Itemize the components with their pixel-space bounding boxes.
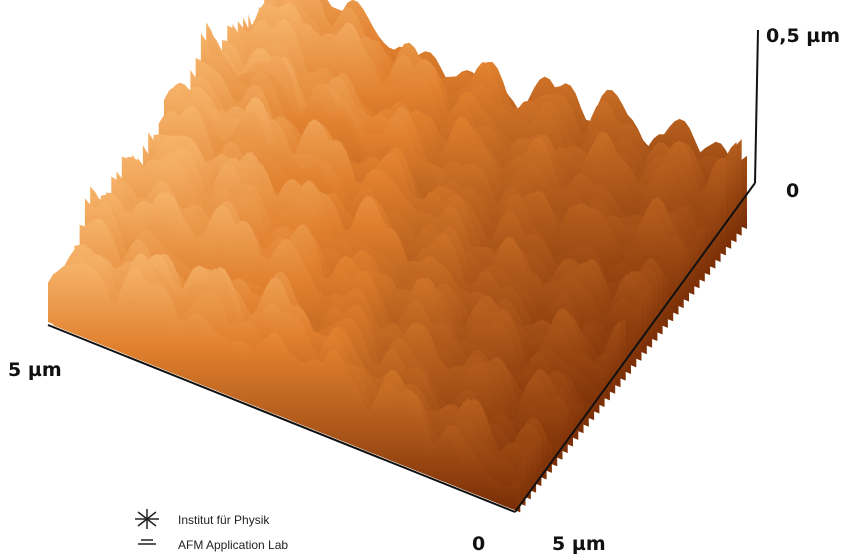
logo-icon <box>135 509 159 544</box>
front-end-label: 5 µm <box>552 533 606 555</box>
page: 0,5 µm 0 5 µm 0 5 µm Institut für Physik… <box>0 0 865 556</box>
z-axis-line <box>755 30 758 183</box>
z-top-label: 0,5 µm <box>766 25 840 47</box>
surface <box>48 0 747 512</box>
logo-line2: AFM Application Lab <box>178 538 288 552</box>
logo-line1: Institut für Physik <box>178 513 270 527</box>
front-origin-label: 0 <box>472 533 485 555</box>
z-bottom-label: 0 <box>786 180 799 202</box>
afm-image: 0,5 µm 0 5 µm 0 5 µm Institut für Physik… <box>0 0 865 556</box>
left-axis-label: 5 µm <box>8 359 62 381</box>
